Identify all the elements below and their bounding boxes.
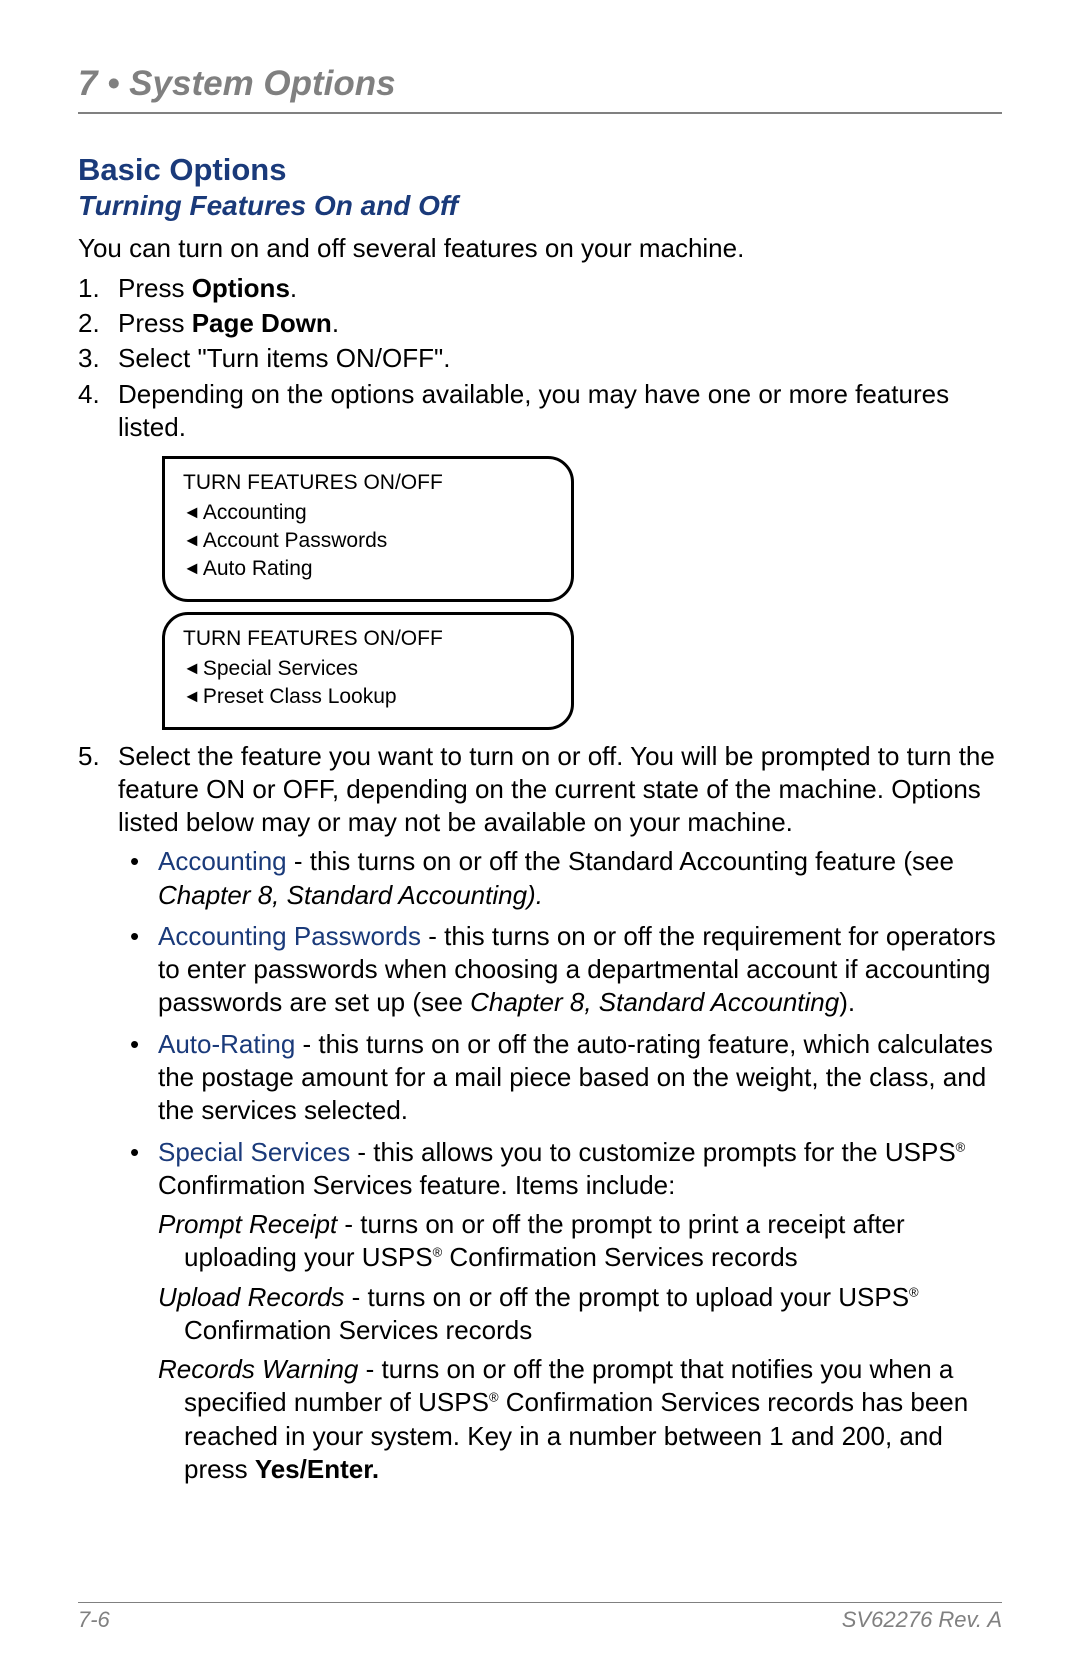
step-text: Press (118, 308, 192, 338)
steps-list: Press Options. Press Page Down. Select "… (78, 272, 1002, 1486)
step-text: Depending on the options available, you … (118, 379, 949, 442)
italic-ref: Chapter 8, Standard Accounting (470, 987, 839, 1017)
bullet-text: - this turns on or off the Standard Acco… (287, 846, 954, 876)
sub-term: Upload Records (158, 1282, 344, 1312)
bullet-special-services: Special Services - this allows you to cu… (118, 1136, 1002, 1487)
registered-mark: ® (489, 1390, 499, 1405)
step-text: Press (118, 273, 192, 303)
arrow-left-icon: ◄ (183, 529, 201, 553)
arrow-left-icon: ◄ (183, 557, 201, 581)
step-3: Select "Turn items ON/OFF". (78, 342, 1002, 375)
panel-title: TURN FEATURES ON/OFF (183, 469, 553, 497)
term: Accounting Passwords (158, 921, 421, 951)
sub-items: Prompt Receipt - turns on or off the pro… (158, 1208, 1002, 1486)
step-bold: Page Down (192, 308, 332, 338)
sub-text: Confirmation Services records (184, 1315, 532, 1345)
step-bold: Options (192, 273, 290, 303)
panel-item: ◄Accounting (183, 499, 553, 527)
bullet-accounting-passwords: Accounting Passwords - this turns on or … (118, 920, 1002, 1020)
doc-revision: SV62276 Rev. A (842, 1607, 1002, 1633)
page-number: 7-6 (78, 1607, 110, 1633)
panel-item: ◄Auto Rating (183, 555, 553, 583)
term: Accounting (158, 846, 287, 876)
bullet-list: Accounting - this turns on or off the St… (118, 845, 1002, 1486)
bullet-text: ). (839, 987, 855, 1017)
step-text: . (332, 308, 339, 338)
bullet-accounting: Accounting - this turns on or off the St… (118, 845, 1002, 912)
panel-title: TURN FEATURES ON/OFF (183, 625, 553, 653)
bullet-auto-rating: Auto-Rating - this turns on or off the a… (118, 1028, 1002, 1128)
lcd-panel-1: TURN FEATURES ON/OFF ◄Accounting ◄Accoun… (162, 456, 574, 602)
sub-text: - turns on or off the prompt to upload y… (344, 1282, 909, 1312)
panel-item-label: Auto Rating (203, 555, 313, 583)
bullet-text: - this allows you to customize prompts f… (350, 1137, 955, 1167)
step-text: Select the feature you want to turn on o… (118, 741, 995, 838)
panel-item: ◄Account Passwords (183, 527, 553, 555)
registered-mark: ® (909, 1284, 919, 1299)
page-footer: 7-6 SV62276 Rev. A (78, 1602, 1002, 1633)
panel-item: ◄Special Services (183, 655, 553, 683)
lcd-panels: TURN FEATURES ON/OFF ◄Accounting ◄Accoun… (162, 456, 574, 729)
subsection-title: Turning Features On and Off (78, 190, 1002, 222)
term: Auto-Rating (158, 1029, 295, 1059)
panel-item: ◄Preset Class Lookup (183, 683, 553, 711)
panel-item-label: Preset Class Lookup (203, 683, 397, 711)
arrow-left-icon: ◄ (183, 657, 201, 681)
lcd-panel-2: TURN FEATURES ON/OFF ◄Special Services ◄… (162, 612, 574, 730)
arrow-left-icon: ◄ (183, 501, 201, 525)
step-4: Depending on the options available, you … (78, 378, 1002, 730)
sub-item-records-warning: Records Warning - turns on or off the pr… (184, 1353, 1002, 1486)
sub-term: Prompt Receipt (158, 1209, 337, 1239)
section-title: Basic Options (78, 152, 1002, 188)
step-1: Press Options. (78, 272, 1002, 305)
term: Special Services (158, 1137, 350, 1167)
registered-mark: ® (433, 1245, 443, 1260)
sub-text: Confirmation Services records (442, 1242, 797, 1272)
registered-mark: ® (956, 1139, 966, 1154)
sub-bold: Yes/Enter. (255, 1454, 379, 1484)
panel-item-label: Special Services (203, 655, 358, 683)
sub-item-upload-records: Upload Records - turns on or off the pro… (184, 1281, 1002, 1348)
sub-term: Records Warning (158, 1354, 358, 1384)
step-5: Select the feature you want to turn on o… (78, 740, 1002, 1487)
arrow-left-icon: ◄ (183, 685, 201, 709)
panel-item-label: Account Passwords (203, 527, 387, 555)
step-2: Press Page Down. (78, 307, 1002, 340)
intro-text: You can turn on and off several features… (78, 232, 1002, 266)
sub-item-prompt-receipt: Prompt Receipt - turns on or off the pro… (184, 1208, 1002, 1275)
bullet-text: Confirmation Services feature. Items inc… (158, 1170, 675, 1200)
italic-ref: Chapter 8, Standard Accounting). (158, 880, 543, 910)
chapter-title: 7 • System Options (78, 64, 1002, 114)
step-text: . (290, 273, 297, 303)
panel-item-label: Accounting (203, 499, 307, 527)
